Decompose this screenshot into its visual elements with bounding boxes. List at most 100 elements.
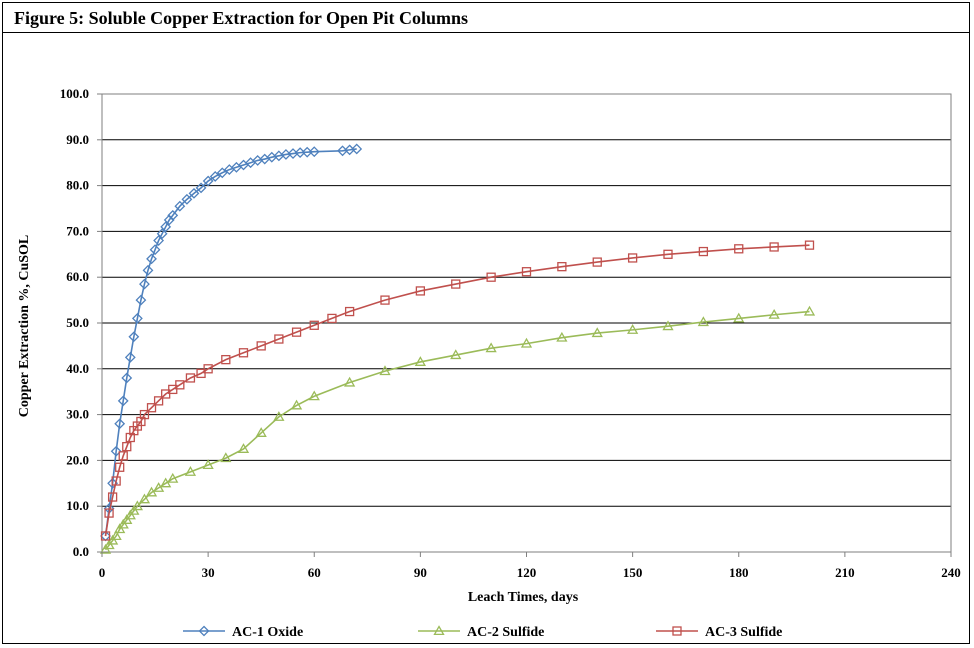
y-tick-labels: 0.0 10.0 20.0 30.0 40.0 50.0 60.0 70.0 80.0 90.0 1…	[60, 86, 102, 559]
data-point	[627, 324, 639, 334]
series-line	[104, 244, 810, 537]
data-point	[308, 146, 320, 158]
y-tick-label: 80.0	[66, 178, 89, 193]
x-tick-label: 210	[835, 565, 855, 580]
grid-lines	[102, 139, 951, 507]
data-point	[769, 242, 779, 252]
data-point	[174, 200, 186, 212]
x-tick-label: 60	[308, 565, 321, 580]
data-point	[351, 143, 363, 155]
data-point	[114, 418, 126, 430]
y-tick-label: 0.0	[73, 544, 89, 559]
data-point	[111, 476, 121, 486]
data-point	[184, 466, 197, 476]
data-point	[414, 356, 426, 366]
y-tick-label: 40.0	[66, 361, 89, 376]
data-point	[521, 267, 532, 277]
data-point	[803, 305, 816, 316]
data-point	[156, 228, 168, 240]
legend-item: AC-1 Oxide	[183, 625, 303, 640]
series-ac-3-sulfide	[100, 240, 815, 541]
series-line	[104, 310, 810, 551]
x-tick-label: 180	[729, 565, 749, 580]
data-point	[697, 316, 709, 327]
data-point	[557, 262, 567, 272]
data-point	[139, 409, 150, 420]
legend: AC-1 Oxide AC-2 Sulfide AC-3 Sulfide	[183, 625, 782, 640]
legend-label: AC-3 Sulfide	[705, 625, 782, 640]
data-point	[327, 313, 337, 324]
data-point	[804, 240, 815, 250]
data-point	[104, 508, 114, 518]
data-point	[138, 493, 151, 504]
data-point	[662, 320, 674, 331]
data-point	[131, 313, 143, 324]
data-point	[110, 530, 122, 540]
data-point	[203, 364, 213, 374]
data-point	[256, 341, 266, 351]
data-point	[181, 193, 193, 205]
data-point	[167, 472, 179, 483]
x-tick-labels: 0 30 60 90 120 150 180 210 240	[99, 552, 961, 580]
data-point	[135, 294, 147, 306]
data-point	[100, 531, 111, 541]
y-tick-label: 90.0	[66, 132, 89, 147]
data-point	[733, 312, 745, 323]
data-point	[309, 320, 319, 330]
data-point	[237, 443, 250, 453]
data-point	[146, 253, 157, 265]
x-axis-label: Leach Times, days	[468, 590, 579, 605]
data-point	[485, 342, 497, 353]
data-point	[128, 331, 140, 343]
y-axis-label: Copper Extraction %, CuSOL	[17, 235, 32, 418]
data-point	[591, 327, 603, 338]
data-point	[379, 365, 391, 376]
data-point	[202, 175, 214, 187]
data-point	[153, 235, 165, 246]
x-tick-label: 90	[414, 565, 427, 580]
data-point	[122, 442, 132, 452]
legend-item: AC-3 Sulfide	[656, 625, 782, 640]
data-point	[238, 348, 249, 358]
y-tick-label: 100.0	[60, 86, 89, 101]
data-point	[175, 380, 185, 390]
data-point	[380, 295, 390, 305]
data-point	[185, 373, 196, 383]
series-ac-1-oxide	[100, 143, 363, 542]
data-point	[290, 399, 303, 410]
data-point	[209, 171, 221, 182]
data-point	[415, 286, 426, 296]
data-point	[160, 221, 172, 233]
legend-marker	[198, 625, 210, 637]
data-point	[149, 244, 161, 256]
data-point	[167, 209, 179, 221]
data-point	[486, 272, 496, 282]
data-point	[220, 452, 232, 463]
data-point	[153, 396, 164, 406]
x-tick-label: 120	[517, 565, 537, 580]
data-point	[255, 427, 267, 437]
data-point	[273, 411, 285, 421]
data-point	[131, 500, 143, 511]
data-point	[216, 167, 228, 179]
figure-header: Figure 5: Soluble Copper Extraction for …	[3, 3, 969, 33]
data-point	[195, 182, 207, 194]
y-tick-label: 60.0	[66, 269, 89, 284]
data-point	[110, 445, 122, 457]
data-point	[139, 278, 150, 290]
data-point	[146, 403, 157, 413]
data-point	[308, 390, 320, 401]
data-point	[221, 354, 231, 365]
data-point	[142, 264, 154, 276]
data-point	[592, 257, 602, 267]
y-tick-label: 20.0	[66, 452, 89, 467]
y-tick-label: 10.0	[66, 498, 89, 513]
legend-label: AC-2 Sulfide	[467, 625, 544, 640]
data-point	[202, 459, 214, 470]
data-point	[117, 395, 129, 407]
y-tick-label: 30.0	[66, 407, 89, 422]
data-point	[291, 327, 302, 337]
legend-marker	[672, 626, 682, 636]
legend-label: AC-1 Oxide	[232, 625, 303, 640]
